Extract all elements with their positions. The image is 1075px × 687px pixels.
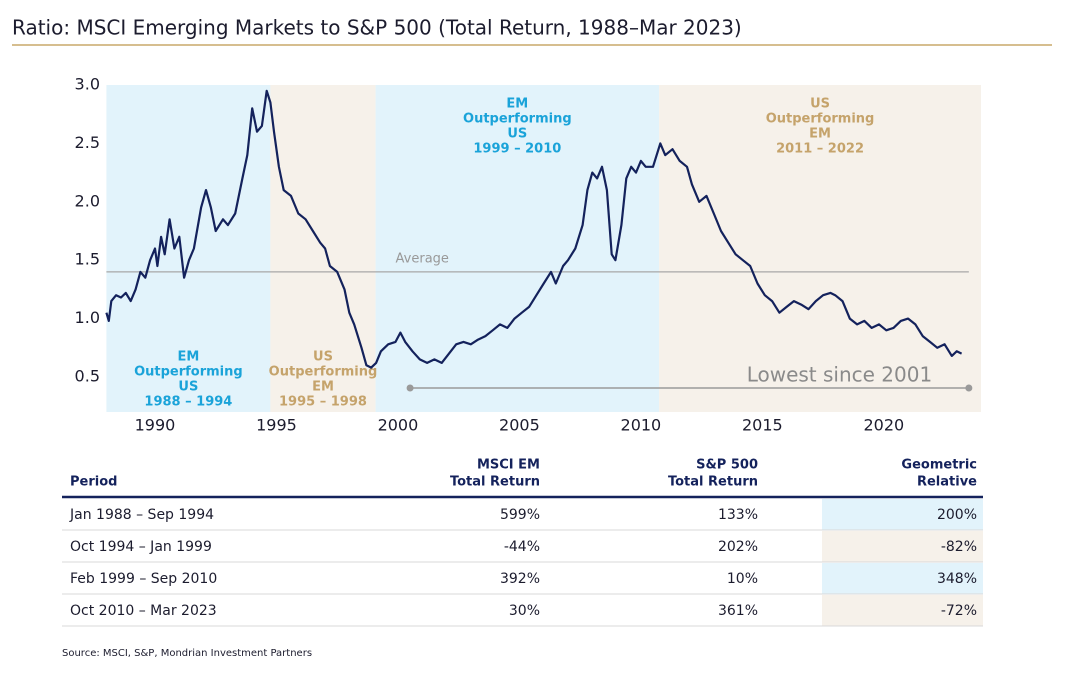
region-label: US <box>313 350 333 365</box>
table-cell: -72% <box>941 603 977 619</box>
region-label: EM <box>312 380 334 395</box>
table-header: Total Return <box>668 475 758 490</box>
region <box>106 85 271 412</box>
region <box>270 85 376 412</box>
x-tick-label: 1995 <box>256 416 297 435</box>
y-tick-label: 1.5 <box>75 250 100 269</box>
highlight-cell <box>822 499 983 530</box>
table-cell: -82% <box>941 539 977 555</box>
region-label: EM <box>177 350 199 365</box>
y-tick-label: 1.0 <box>75 308 100 327</box>
average-label: Average <box>396 251 449 266</box>
region-label: Outperforming <box>134 365 243 380</box>
region-label: EM <box>506 97 528 112</box>
y-tick-label: 0.5 <box>75 366 100 385</box>
table-cell: 599% <box>500 507 540 523</box>
table-cell: Oct 1994 – Jan 1999 <box>70 539 212 555</box>
table-cell: 200% <box>937 507 977 523</box>
y-tick-label: 2.5 <box>75 133 100 152</box>
region-label: Outperforming <box>766 112 875 127</box>
region-label: US <box>178 380 198 395</box>
table-header: S&P 500 <box>696 458 758 473</box>
region-label: Outperforming <box>269 365 378 380</box>
table-header: Relative <box>917 475 977 490</box>
table-header: Geometric <box>901 458 977 473</box>
x-tick-label: 2000 <box>378 416 419 435</box>
table-header: MSCI EM <box>477 458 540 473</box>
title: Ratio: MSCI Emerging Markets to S&P 500 … <box>12 16 742 40</box>
region-label: US <box>507 127 527 142</box>
region <box>659 85 981 412</box>
highlight-cell <box>822 595 983 626</box>
table-header: Total Return <box>450 475 540 490</box>
table-cell: 361% <box>718 603 758 619</box>
highlight-cell <box>822 531 983 562</box>
table-header: Period <box>70 475 117 490</box>
region-label: 2011 – 2022 <box>776 142 864 157</box>
table-cell: Jan 1988 – Sep 1994 <box>69 507 214 523</box>
x-tick-label: 2015 <box>742 416 783 435</box>
lowest-end <box>965 384 973 392</box>
table-cell: 30% <box>509 603 540 619</box>
line-series <box>105 89 963 369</box>
region-label: 1995 – 1998 <box>279 395 367 410</box>
table-cell: Feb 1999 – Sep 2010 <box>70 571 217 587</box>
highlight-cell <box>822 563 983 594</box>
source: Source: MSCI, S&P, Mondrian Investment P… <box>62 648 312 659</box>
x-tick-label: 2005 <box>499 416 540 435</box>
table-cell: Oct 2010 – Mar 2023 <box>70 603 217 619</box>
table-cell: 392% <box>500 571 540 587</box>
region-label: US <box>810 97 830 112</box>
table-cell: 202% <box>718 539 758 555</box>
lowest-label: Lowest since 2001 <box>747 363 933 387</box>
x-tick-label: 2020 <box>863 416 904 435</box>
lowest-end <box>406 384 414 392</box>
region-label: Outperforming <box>463 112 572 127</box>
region-label: 1988 – 1994 <box>144 395 232 410</box>
y-tick-label: 2.0 <box>75 191 100 210</box>
region-label: EM <box>809 127 831 142</box>
table-cell: 133% <box>718 507 758 523</box>
x-tick-label: 1990 <box>135 416 176 435</box>
y-tick-label: 3.0 <box>75 75 100 94</box>
table-cell: -44% <box>504 539 540 555</box>
x-tick-label: 2010 <box>621 416 662 435</box>
region-label: 1999 – 2010 <box>473 142 561 157</box>
table-cell: 10% <box>727 571 758 587</box>
table-cell: 348% <box>937 571 977 587</box>
